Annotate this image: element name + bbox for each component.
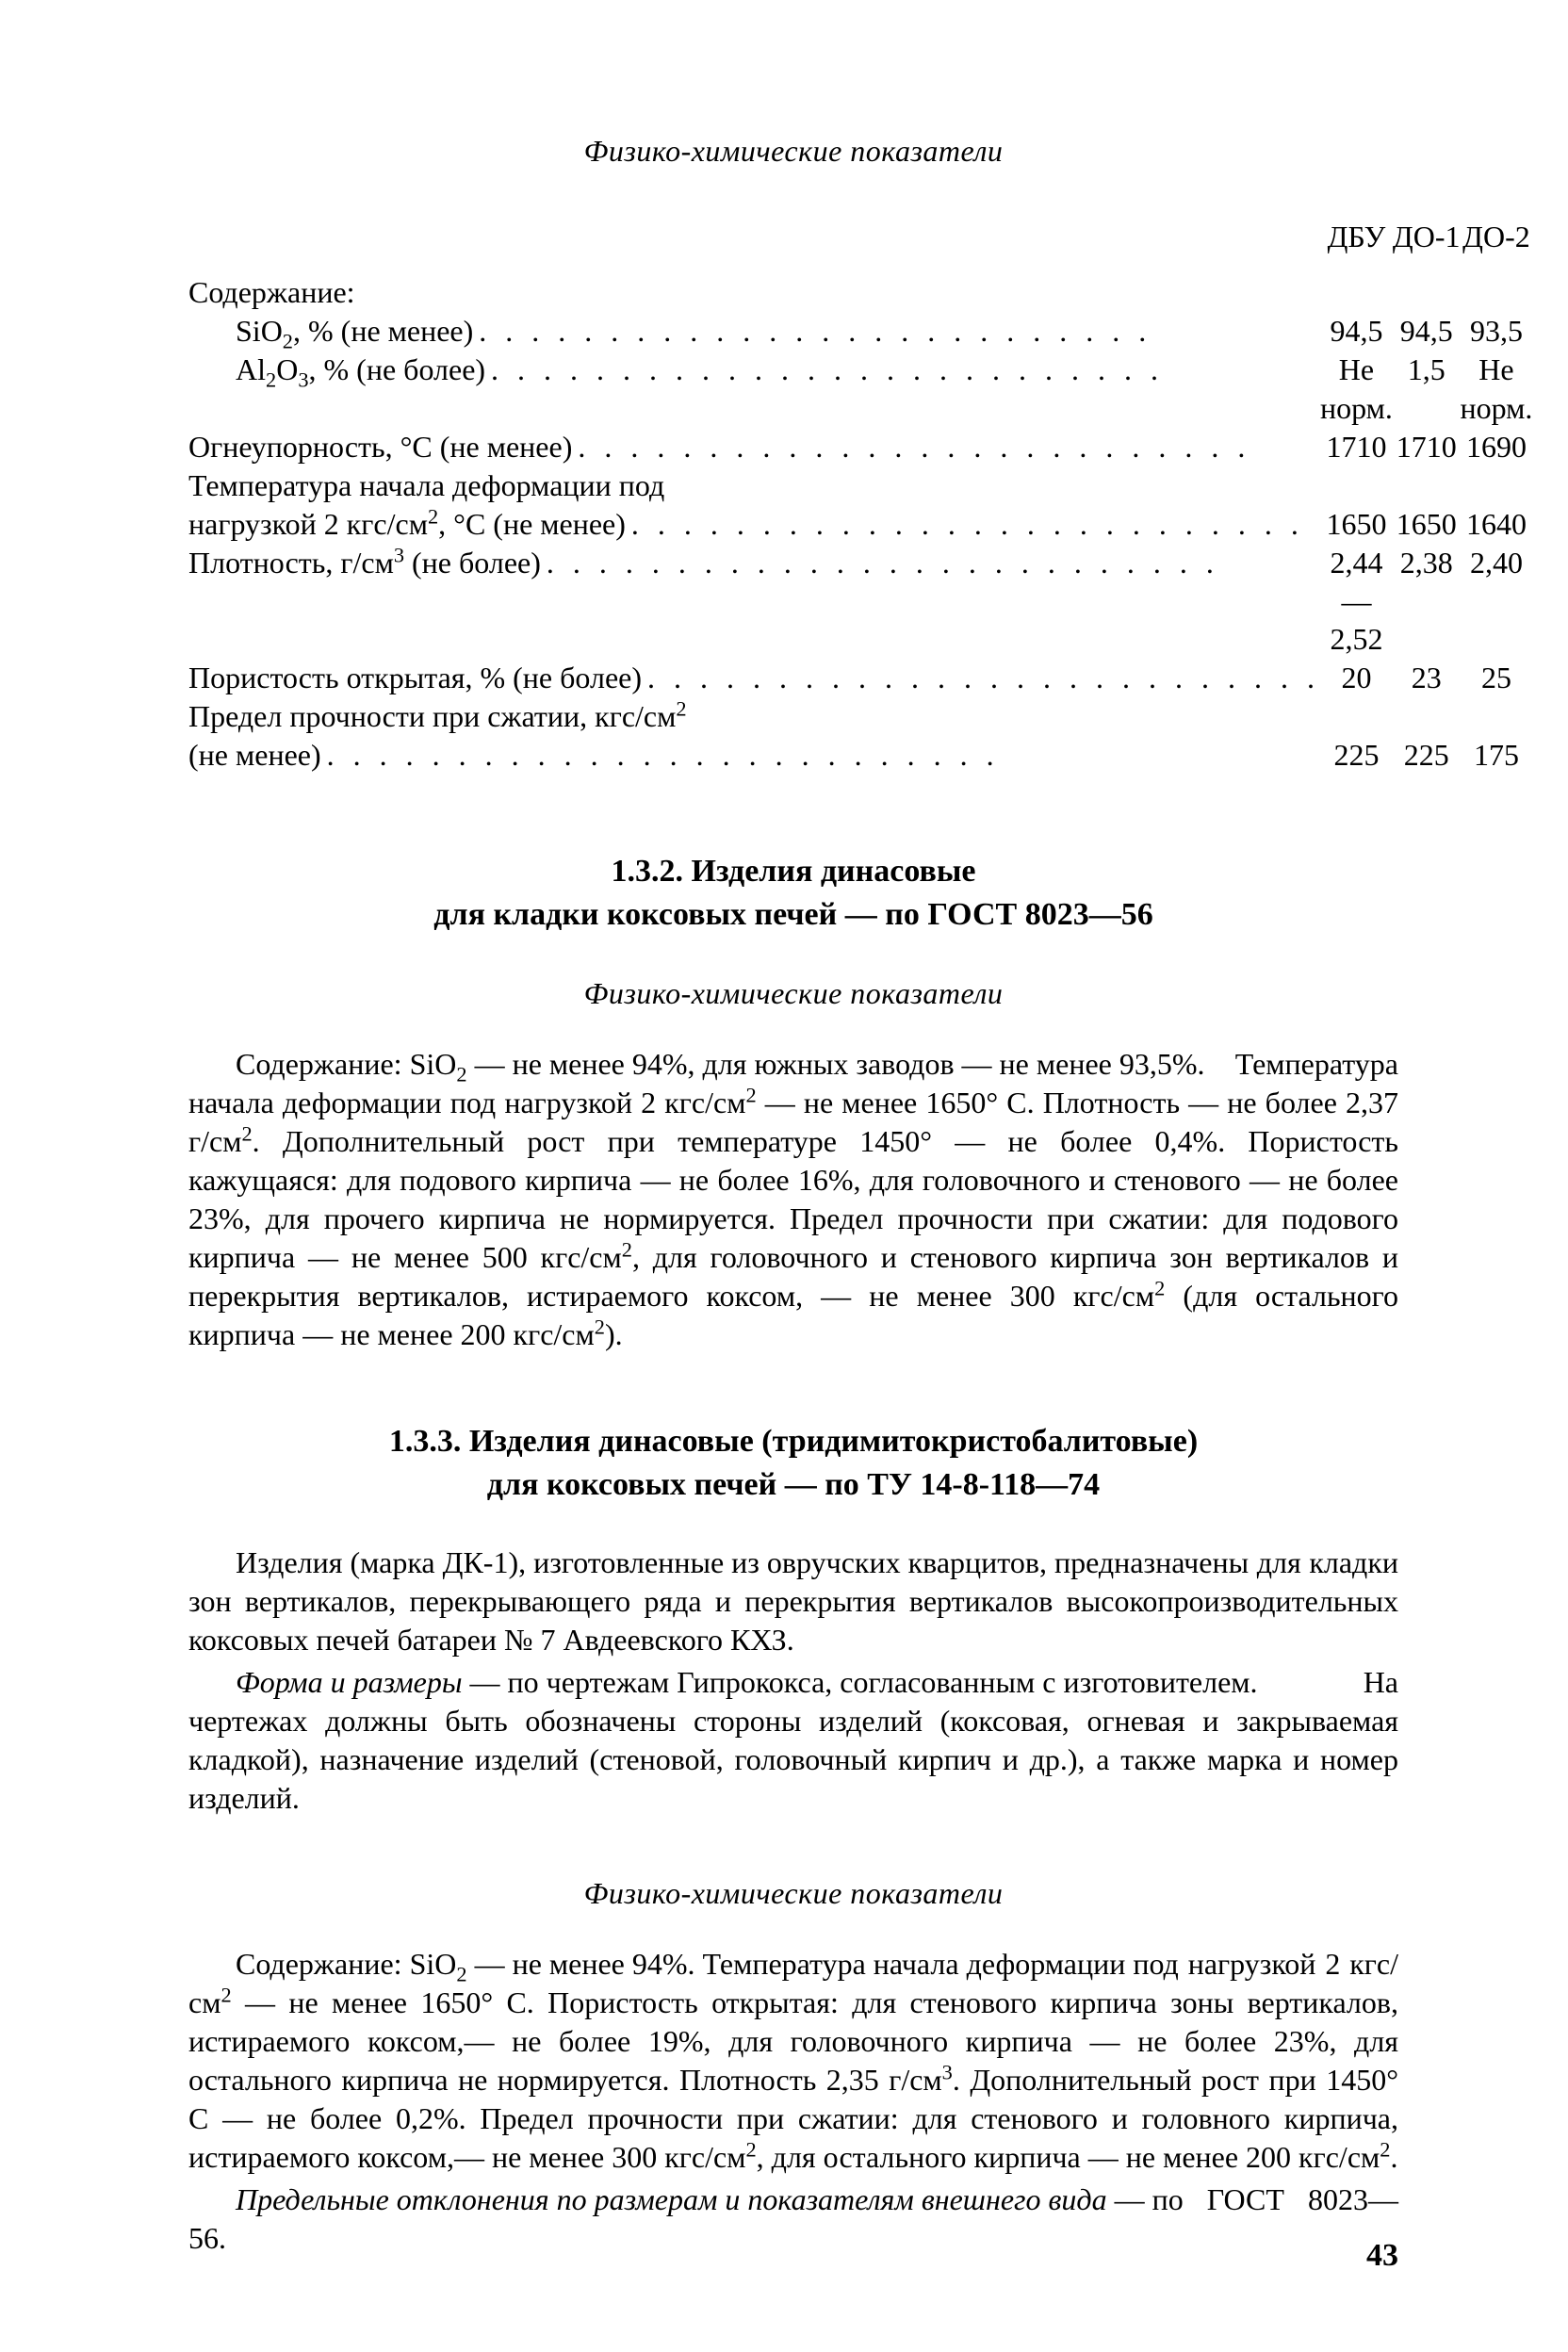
table-row: (не менее). . . . . . . . . . . . . . . … xyxy=(188,736,1532,775)
table-cell: 1650 xyxy=(1393,505,1461,544)
table-cell: 2,40 xyxy=(1461,544,1533,660)
table-cell: 225 xyxy=(1393,736,1461,775)
section1-title: Физико-химические показатели xyxy=(188,132,1398,171)
row-label: нагрузкой 2 кгс/см2, °С (не менее) xyxy=(188,505,626,544)
col-header: ДО-1 xyxy=(1393,218,1461,273)
leader-dots: . . . . . . . . . . . . . . . . . . . . … xyxy=(642,659,1320,697)
table-row: Предел прочности при сжатии, кгс/см2 xyxy=(188,697,1532,736)
section3-p2: Форма и размеры — по чертежам Гипрококса… xyxy=(188,1663,1398,1818)
table-cell xyxy=(1320,466,1393,505)
table-cell: 1640 xyxy=(1461,505,1533,544)
leader-dots: . . . . . . . . . . . . . . . . . . . . … xyxy=(321,736,1320,775)
table-row: нагрузкой 2 кгс/см2, °С (не менее). . . … xyxy=(188,505,1532,544)
table-cell: 94,5 xyxy=(1320,312,1393,351)
table-cell xyxy=(1393,466,1461,505)
table-cell: 1690 xyxy=(1461,428,1533,466)
table-row: Плотность, г/см3 (не более). . . . . . .… xyxy=(188,544,1532,660)
leader-dots: . . . . . . . . . . . . . . . . . . . . … xyxy=(541,544,1320,582)
page-number: 43 xyxy=(1366,2235,1398,2277)
table-cell: 1710 xyxy=(1320,428,1393,466)
table-cell: 20 xyxy=(1320,659,1393,697)
table-cell xyxy=(1461,466,1533,505)
table-cell: 94,5 xyxy=(1393,312,1461,351)
table-cell xyxy=(1461,697,1533,736)
col-header: ДБУ xyxy=(1320,218,1393,273)
table-cell: Не норм. xyxy=(1320,351,1393,428)
table-header-row: ДБУ ДО-1 ДО-2 xyxy=(188,218,1532,273)
table-cell: 93,5 xyxy=(1461,312,1533,351)
table-row: Огнеупорность, °С (не менее). . . . . . … xyxy=(188,428,1532,466)
row-label: Огнеупорность, °С (не менее) xyxy=(188,428,572,466)
section3-p4: Предельные отклонения по размерам и пока… xyxy=(188,2180,1398,2258)
leader-dots: . . . . . . . . . . . . . . . . . . . . … xyxy=(626,505,1320,544)
properties-table: ДБУ ДО-1 ДО-2 Содержание:SiO2, % (не мен… xyxy=(188,218,1532,775)
section2-body: Содержание: SiO2 — не менее 94%, для южн… xyxy=(188,1045,1398,1354)
leader-dots: . . . . . . . . . . . . . . . . . . . . … xyxy=(473,312,1320,351)
row-label: Плотность, г/см3 (не более) xyxy=(188,544,541,582)
row-label: Температура начала деформации под xyxy=(188,466,664,505)
table-cell: 23 xyxy=(1393,659,1461,697)
table-cell xyxy=(1320,697,1393,736)
section3-p1: Изделия (марка ДК-1), изготовленные из о… xyxy=(188,1544,1398,1659)
row-label: SiO2, % (не менее) xyxy=(188,312,473,351)
section3-heading: 1.3.3. Изделия динасовые (тридимитокрист… xyxy=(188,1420,1398,1507)
row-label: Пористость открытая, % (не более) xyxy=(188,659,642,697)
section2-heading: 1.3.2. Изделия динасовыедля кладки коксо… xyxy=(188,850,1398,937)
section2-subtitle: Физико-химические показатели xyxy=(188,974,1398,1013)
table-cell: 1650 xyxy=(1320,505,1393,544)
table-cell xyxy=(1393,697,1461,736)
table-row: SiO2, % (не менее). . . . . . . . . . . … xyxy=(188,312,1532,351)
table-row: Температура начала деформации под xyxy=(188,466,1532,505)
table-cell: 175 xyxy=(1461,736,1533,775)
row-label: Al2O3, % (не более) xyxy=(188,351,485,389)
table-cell: 1,5 xyxy=(1393,351,1461,428)
section3-p3: Содержание: SiO2 — не менее 94%. Темпера… xyxy=(188,1945,1398,2177)
table-row: Пористость открытая, % (не более). . . .… xyxy=(188,659,1532,697)
col-header: ДО-2 xyxy=(1461,218,1533,273)
row-label: (не менее) xyxy=(188,736,321,775)
table-row: Al2O3, % (не более). . . . . . . . . . .… xyxy=(188,351,1532,428)
table-cell: 1710 xyxy=(1393,428,1461,466)
table-cell: 2,38 xyxy=(1393,544,1461,660)
table-cell: 2,44—2,52 xyxy=(1320,544,1393,660)
table-cell: 25 xyxy=(1461,659,1533,697)
table-row: Содержание: xyxy=(188,273,1532,312)
leader-dots: . . . . . . . . . . . . . . . . . . . . … xyxy=(485,351,1320,389)
section3-subtitle: Физико-химические показатели xyxy=(188,1874,1398,1913)
row-label: Предел прочности при сжатии, кгс/см2 xyxy=(188,697,687,736)
table-cell: Не норм. xyxy=(1461,351,1533,428)
table-cell: 225 xyxy=(1320,736,1393,775)
leader-dots: . . . . . . . . . . . . . . . . . . . . … xyxy=(572,428,1320,466)
